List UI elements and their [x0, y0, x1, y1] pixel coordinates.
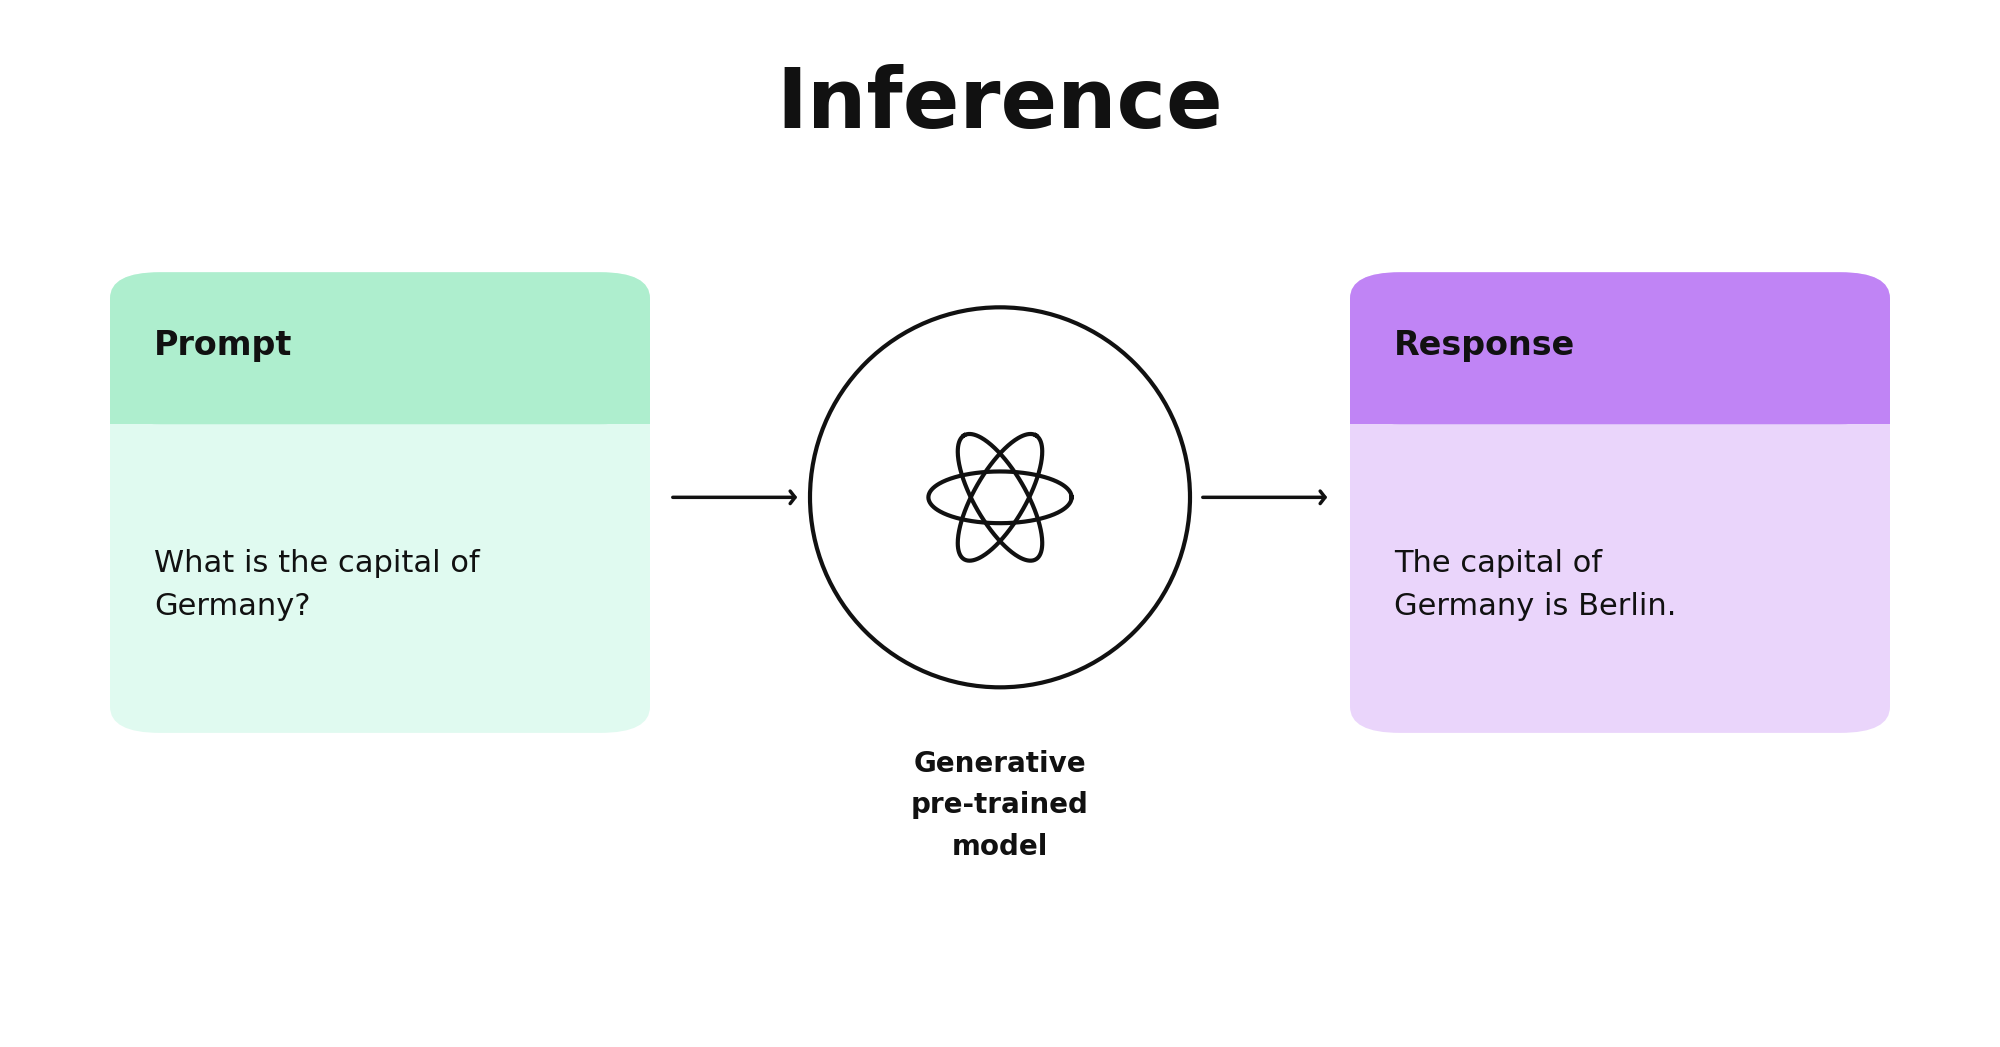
- Text: Response: Response: [1394, 329, 1576, 361]
- Text: The capital of
Germany is Berlin.: The capital of Germany is Berlin.: [1394, 549, 1676, 621]
- Text: Generative
pre-trained
model: Generative pre-trained model: [912, 750, 1088, 861]
- Bar: [110, 340, 650, 424]
- Text: Inference: Inference: [776, 64, 1224, 146]
- FancyBboxPatch shape: [1350, 272, 1890, 424]
- Text: What is the capital of
Germany?: What is the capital of Germany?: [154, 549, 480, 621]
- FancyBboxPatch shape: [110, 272, 650, 733]
- FancyBboxPatch shape: [110, 272, 650, 424]
- Text: Prompt: Prompt: [154, 329, 292, 361]
- FancyBboxPatch shape: [1350, 272, 1890, 733]
- Bar: [1350, 340, 1890, 424]
